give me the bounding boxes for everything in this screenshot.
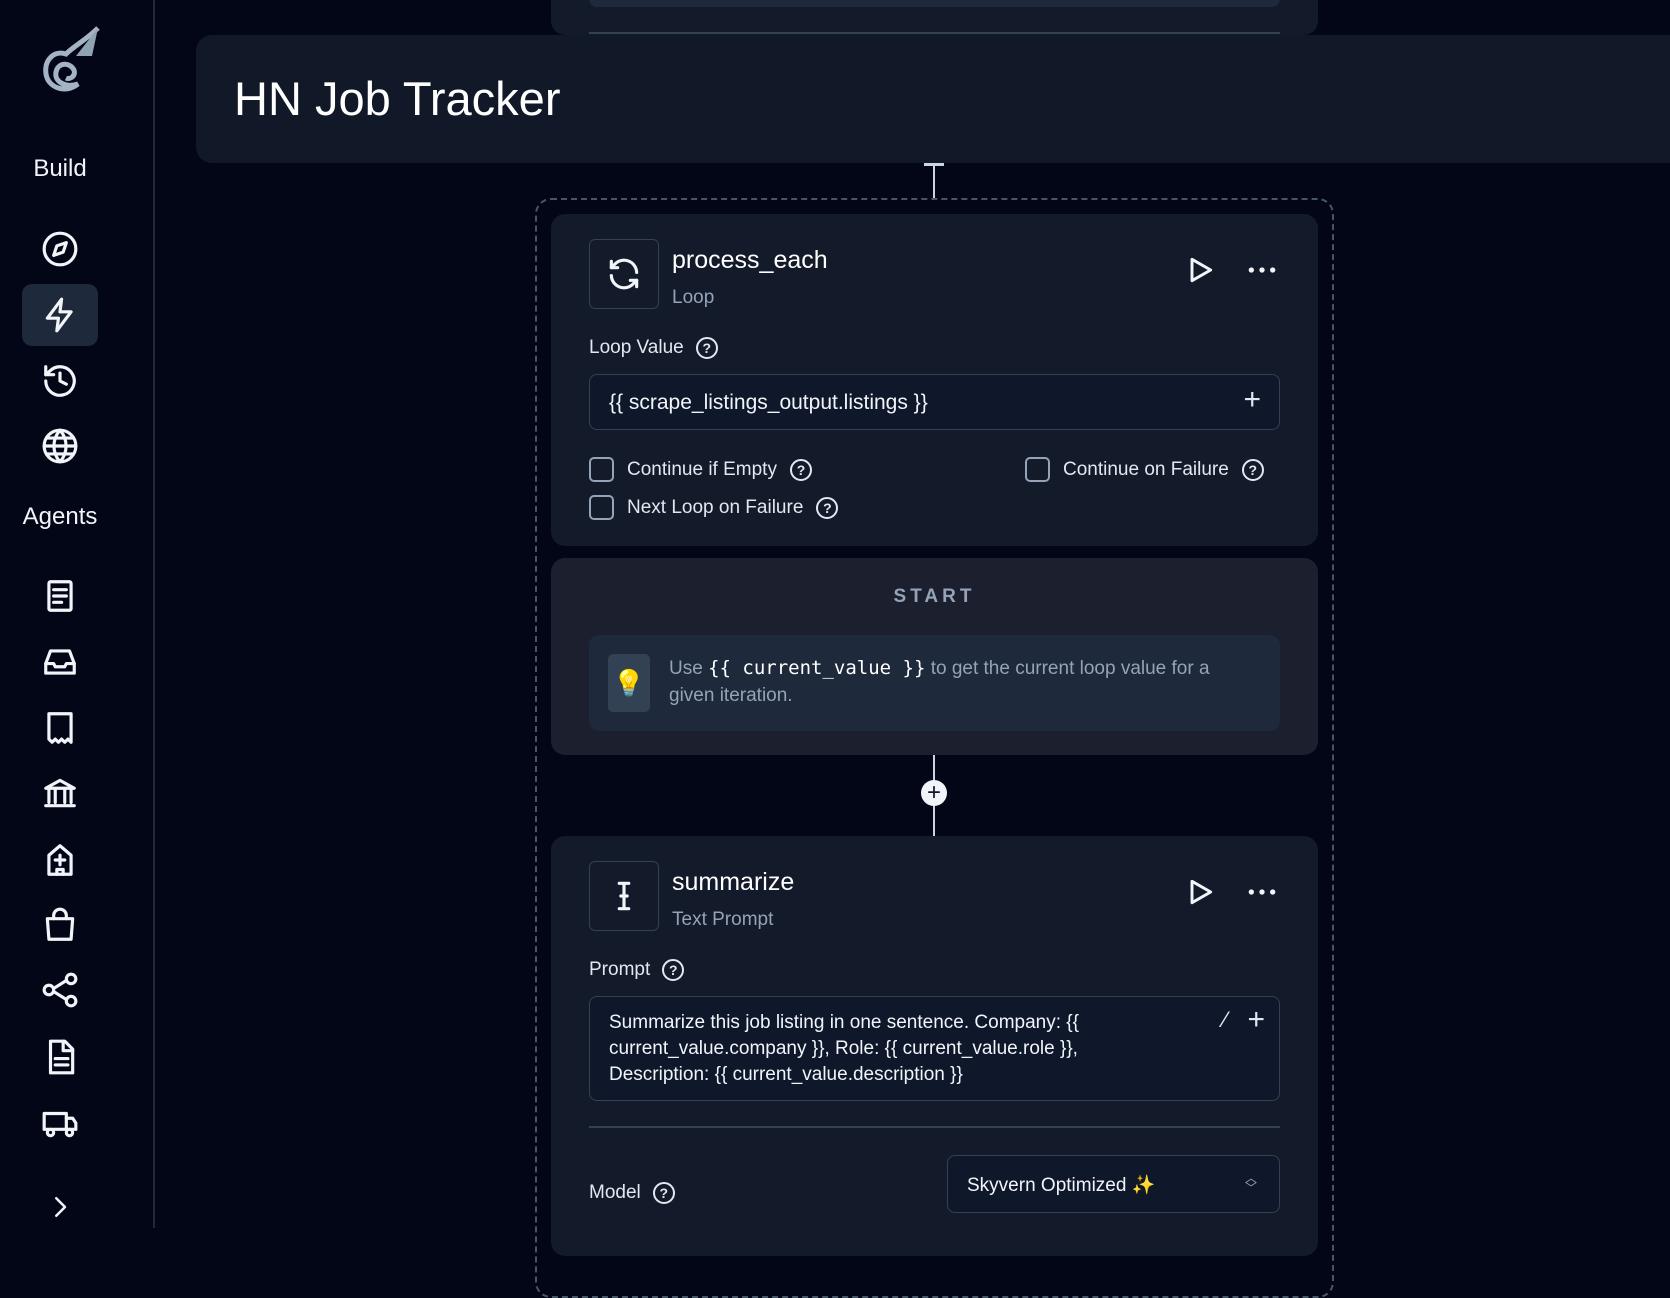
model-label: Model? (589, 1182, 675, 1204)
globe-icon[interactable] (22, 415, 98, 477)
loop-refresh-icon (589, 239, 659, 309)
discover-compass-icon[interactable] (22, 218, 98, 280)
share-icon[interactable] (22, 959, 98, 1021)
edge-handle (924, 163, 944, 166)
model-label-text: Model (589, 1182, 641, 1203)
node-title[interactable]: summarize (672, 868, 795, 896)
workflow-header: HN Job Tracker (196, 35, 1670, 163)
run-play-icon[interactable] (1184, 254, 1216, 286)
node-title[interactable]: process_each (672, 246, 828, 274)
run-play-icon[interactable] (1184, 876, 1216, 908)
hospital-icon[interactable] (22, 829, 98, 891)
node-type: Text Prompt (672, 909, 774, 930)
workflow-title[interactable]: HN Job Tracker (234, 72, 561, 125)
prompt-label: Prompt? (589, 959, 685, 981)
bank-icon[interactable] (22, 762, 98, 824)
chevrons-up-down-icon: ︿ ﹀ (1244, 1171, 1257, 1195)
tip-text: Use {{ current_value }} to get the curre… (669, 657, 1210, 706)
model-value: Skyvern Optimized ✨ (967, 1175, 1156, 1196)
previous-node-card (551, 0, 1318, 35)
loop-node-card: process_each Loop Loop Value? {{ scrape_… (551, 214, 1318, 546)
help-icon[interactable]: ? (662, 959, 685, 981)
agents-label: Agents (22, 503, 98, 530)
tip-box: 💡 Use {{ current_value }} to get the cur… (589, 635, 1280, 731)
sidebar: Build Agents (0, 0, 155, 1228)
start-label: START (893, 586, 976, 607)
continue-if-empty-checkbox[interactable]: Continue if Empty? (589, 457, 812, 482)
skyvern-logo (43, 26, 100, 92)
workflows-bolt-icon[interactable] (22, 284, 98, 346)
document-icon[interactable] (22, 565, 98, 627)
edge-connector (933, 163, 935, 198)
add-variable-plus-icon[interactable]: + (1247, 1003, 1265, 1036)
divider (589, 1126, 1280, 1128)
prompt-textarea[interactable]: Summarize this job listing in one senten… (589, 996, 1280, 1101)
help-icon[interactable]: ? (789, 458, 812, 481)
prompt-text: Summarize this job listing in one senten… (609, 1012, 1079, 1085)
help-icon[interactable]: ? (695, 337, 718, 359)
history-icon[interactable] (22, 350, 98, 412)
inbox-icon[interactable] (22, 631, 98, 693)
add-variable-plus-icon[interactable]: + (1243, 383, 1261, 416)
shopping-bag-icon[interactable] (22, 894, 98, 956)
checkbox-label: Next Loop on Failure (627, 496, 804, 518)
text-prompt-node-card: summarize Text Prompt Prompt? Summarize … (551, 836, 1318, 1256)
loop-start-card: START 💡 Use {{ current_value }} to get t… (551, 558, 1318, 755)
loop-value-label-text: Loop Value (589, 337, 684, 358)
node-type: Loop (672, 287, 715, 308)
loop-value-input[interactable]: {{ scrape_listings_output.listings }} + (589, 374, 1280, 430)
file-text-icon[interactable] (22, 1026, 98, 1088)
help-icon[interactable]: ? (1241, 458, 1264, 481)
checkbox-label: Continue on Failure (1063, 458, 1229, 480)
tip-code: {{ current_value }} (708, 657, 926, 679)
next-loop-on-failure-checkbox[interactable]: Next Loop on Failure? (589, 495, 839, 520)
lightbulb-icon: 💡 (608, 654, 650, 712)
build-label: Build (33, 155, 87, 182)
help-icon[interactable]: ? (816, 496, 839, 519)
prompt-label-text: Prompt (589, 959, 651, 980)
receipt-icon[interactable] (22, 697, 98, 759)
truck-icon[interactable] (22, 1092, 98, 1154)
more-options-icon[interactable] (1246, 876, 1278, 908)
add-node-plus-button[interactable]: + (921, 780, 947, 806)
continue-on-failure-checkbox[interactable]: Continue on Failure? (1025, 457, 1264, 482)
text-cursor-icon (589, 861, 659, 931)
expand-chevron-icon[interactable] (22, 1176, 98, 1238)
magic-wand-icon[interactable]: ⁄ (1223, 1007, 1227, 1032)
model-select[interactable]: Skyvern Optimized ✨ ︿ ﹀ (947, 1155, 1280, 1213)
checkbox-label: Continue if Empty (627, 458, 777, 480)
help-icon[interactable]: ? (652, 1182, 675, 1204)
more-options-icon[interactable] (1246, 254, 1278, 286)
loop-value-label: Loop Value? (589, 337, 718, 359)
loop-value-text: {{ scrape_listings_output.listings }} (609, 391, 928, 414)
